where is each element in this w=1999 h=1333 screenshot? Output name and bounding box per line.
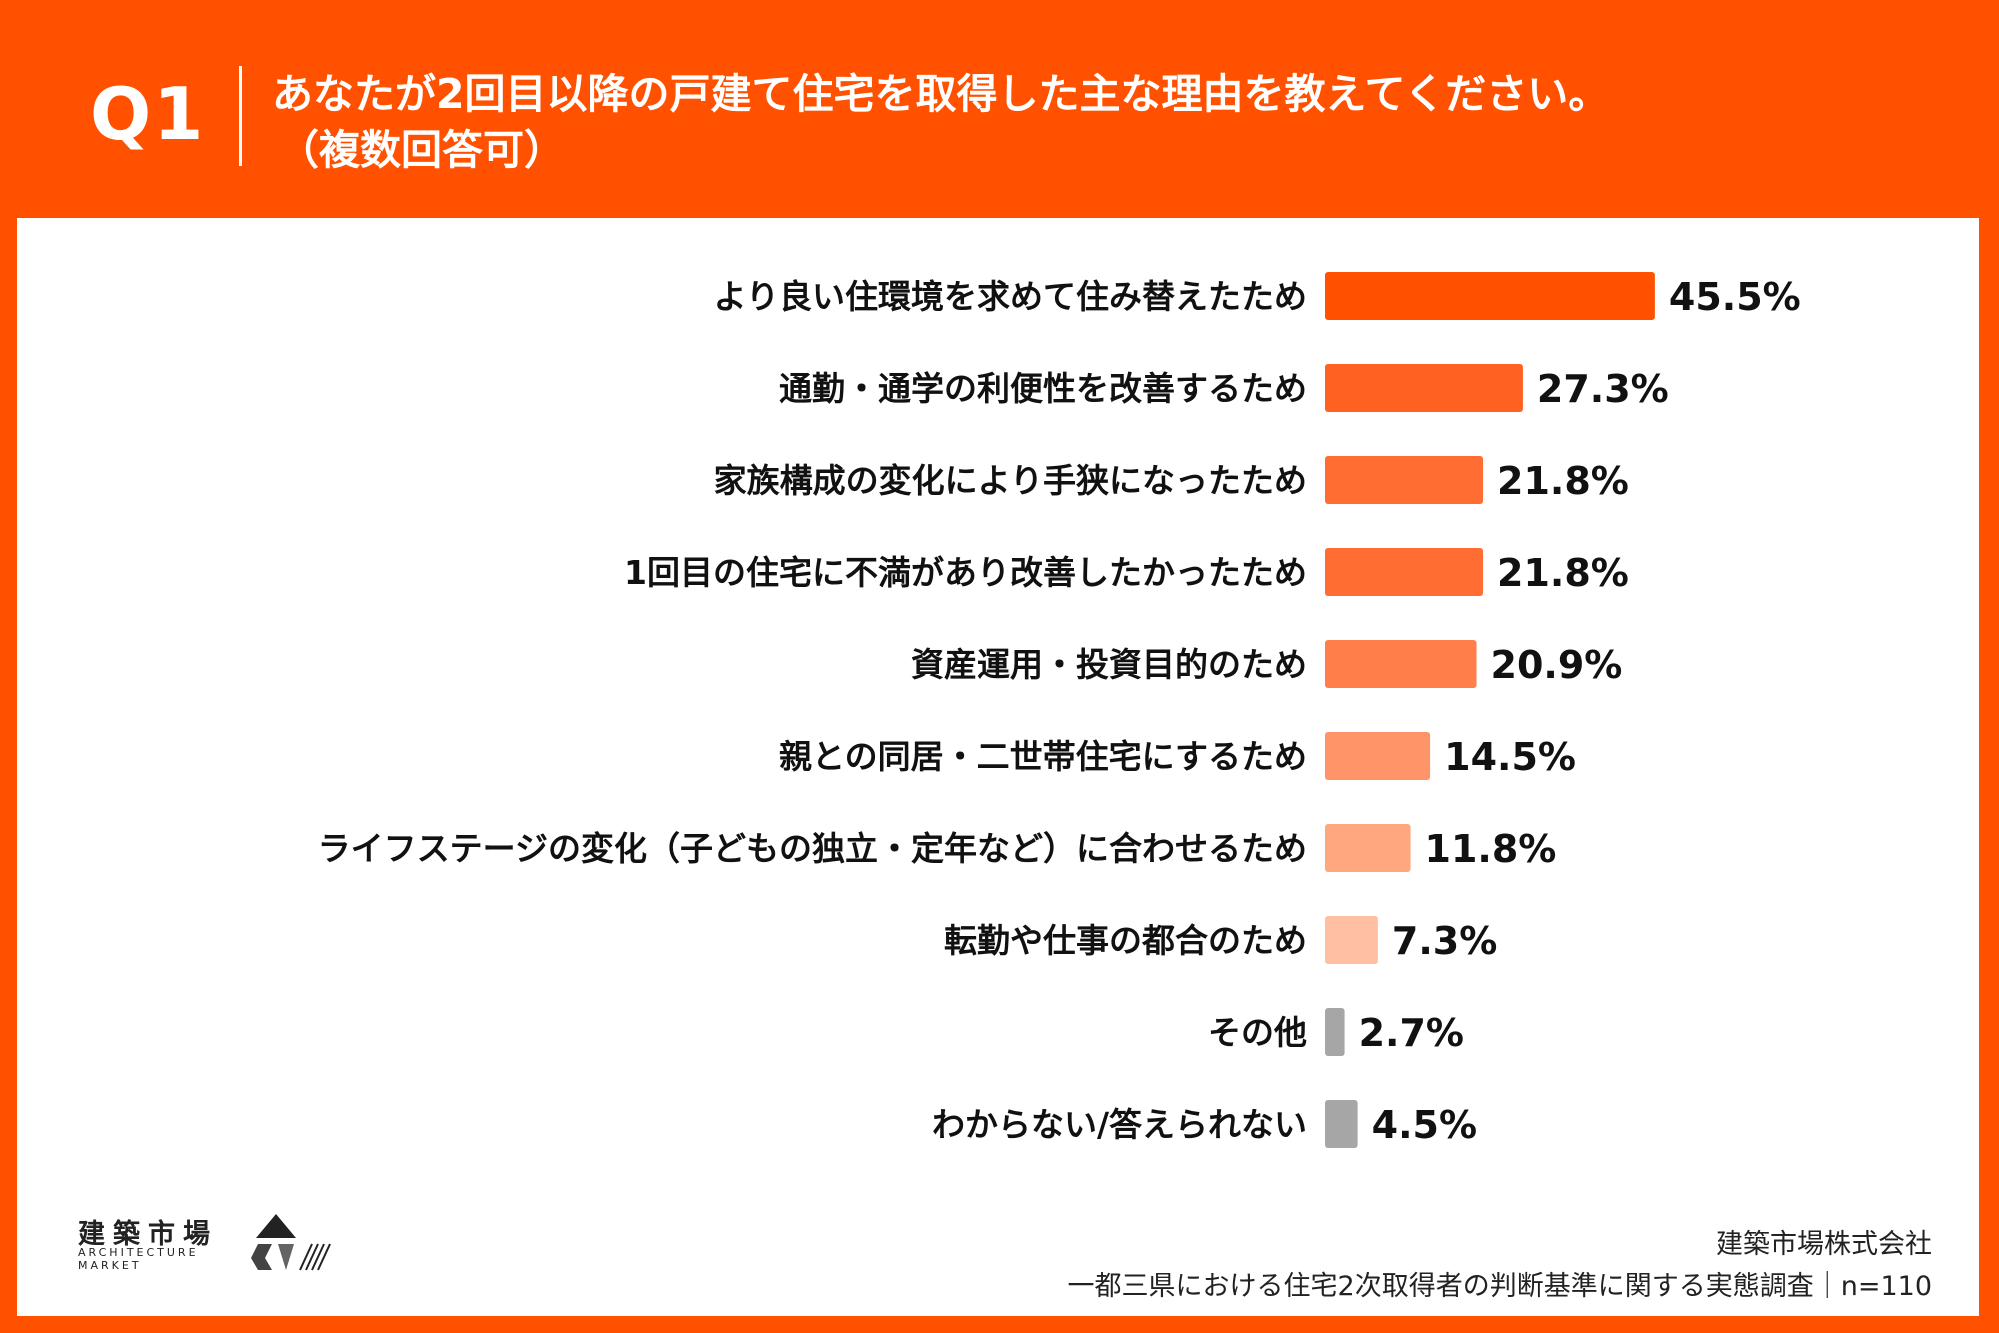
category-label: わからない/答えられない bbox=[932, 1105, 1307, 1144]
header-divider bbox=[239, 66, 242, 166]
value-label: 21.8% bbox=[1497, 551, 1629, 595]
logo-mountain-icon bbox=[251, 1214, 331, 1271]
chart-panel: より良い住環境を求めて住み替えたため 45.5% 通勤・通学の利便性を改善するため 2… bbox=[17, 218, 1979, 1316]
category-label: 通勤・通学の利便性を改善するため bbox=[779, 369, 1307, 408]
bar bbox=[1325, 640, 1477, 688]
value-label: 7.3% bbox=[1392, 919, 1497, 963]
category-label: 資産運用・投資目的のため bbox=[911, 645, 1307, 684]
bar bbox=[1325, 364, 1523, 412]
footer-company: 建築市場株式会社 bbox=[1716, 1229, 1932, 1260]
value-label: 45.5% bbox=[1669, 275, 1801, 319]
value-label: 11.8% bbox=[1425, 827, 1557, 871]
value-label: 20.9% bbox=[1491, 643, 1623, 687]
category-label: 親との同居・二世帯住宅にするため bbox=[779, 737, 1307, 776]
question-title-line1: あなたが2回目以降の戸建て住宅を取得した主な理由を教えてください。 bbox=[272, 70, 1610, 118]
category-label: 1回目の住宅に不満があり改善したかったため bbox=[624, 553, 1307, 592]
question-number: Q1 bbox=[90, 72, 206, 156]
value-label: 14.5% bbox=[1444, 735, 1576, 779]
value-label: 2.7% bbox=[1359, 1011, 1464, 1055]
bar bbox=[1325, 824, 1411, 872]
footer-survey-info: 一都三県における住宅2次取得者の判断基準に関する実態調査｜n=110 bbox=[1067, 1271, 1932, 1302]
question-title: あなたが2回目以降の戸建て住宅を取得した主な理由を教えてください。 （複数回答可… bbox=[272, 66, 1609, 178]
category-label: 転勤や仕事の都合のため bbox=[944, 921, 1307, 960]
logo-text-jp: 建築市場 bbox=[78, 1219, 218, 1250]
category-label: 家族構成の変化により手狭になったため bbox=[714, 461, 1307, 500]
category-label: その他 bbox=[1208, 1013, 1307, 1052]
bar-chart: より良い住環境を求めて住み替えたため 45.5% 通勤・通学の利便性を改善するため 2… bbox=[318, 272, 1801, 1148]
category-label: ライフステージの変化（子どもの独立・定年など）に合わせるため bbox=[318, 829, 1307, 868]
bar bbox=[1325, 1008, 1345, 1056]
bar bbox=[1325, 1100, 1358, 1148]
question-title-line2: （複数回答可） bbox=[278, 126, 565, 174]
bar bbox=[1325, 272, 1655, 320]
bar bbox=[1325, 916, 1378, 964]
logo-text-en-line1: ARCHITECTURE bbox=[78, 1246, 199, 1259]
bar bbox=[1325, 548, 1484, 596]
bar bbox=[1325, 456, 1484, 504]
value-label: 21.8% bbox=[1497, 459, 1629, 503]
header: Q1 あなたが2回目以降の戸建て住宅を取得した主な理由を教えてください。 （複数… bbox=[0, 0, 1999, 216]
logo-text-en-line2: MARKET bbox=[78, 1259, 142, 1272]
bar bbox=[1325, 732, 1431, 780]
category-label: より良い住環境を求めて住み替えたため bbox=[714, 277, 1307, 316]
company-logo: 建築市場 ARCHITECTURE MARKET bbox=[78, 1212, 338, 1272]
logo-text-en: ARCHITECTURE MARKET bbox=[78, 1246, 199, 1272]
value-label: 4.5% bbox=[1372, 1103, 1477, 1147]
value-label: 27.3% bbox=[1537, 367, 1669, 411]
